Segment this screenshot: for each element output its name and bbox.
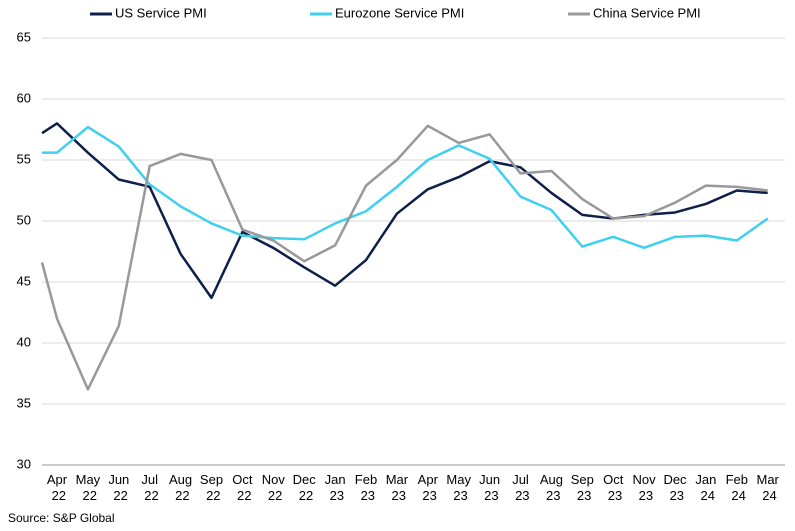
series-line (40, 124, 768, 391)
x-tick-label: Nov 23 (633, 472, 657, 503)
x-tick-label: Aug 22 (169, 472, 192, 503)
x-tick-label: Apr 23 (418, 472, 439, 503)
x-tick-label: Feb 24 (726, 472, 748, 503)
x-tick-label: Sep 23 (571, 472, 594, 503)
y-tick-label: 35 (17, 395, 31, 410)
series-line (42, 125, 769, 250)
x-tick-label: Oct 22 (232, 472, 253, 503)
x-tick-label: Sep 22 (200, 472, 223, 503)
x-tick-label: Feb 23 (355, 472, 377, 503)
x-tick-label: Jul 22 (141, 472, 159, 503)
y-tick-label: 30 (17, 456, 31, 471)
x-tick-label: Jan 24 (695, 472, 716, 503)
x-tick-label: Nov 22 (262, 472, 286, 503)
source-note: Source: S&P Global (8, 511, 115, 525)
y-tick-label: 40 (17, 334, 31, 349)
x-tick-label: May 22 (76, 472, 101, 503)
x-tick-label: Dec 23 (663, 472, 687, 503)
legend-label: US Service PMI (115, 5, 207, 20)
legend-label: China Service PMI (593, 5, 701, 20)
x-tick-label: Jun 22 (108, 472, 129, 503)
x-tick-label: Apr 22 (47, 472, 68, 503)
x-tick-label: Dec 22 (293, 472, 317, 503)
y-tick-label: 45 (17, 273, 31, 288)
x-tick-label: Jan 23 (325, 472, 346, 503)
y-tick-label: 65 (17, 29, 31, 44)
x-tick-label: Jul 23 (511, 472, 529, 503)
x-tick-label: Aug 23 (540, 472, 563, 503)
x-tick-label: Jun 23 (479, 472, 500, 503)
y-tick-label: 60 (17, 90, 31, 105)
y-tick-label: 50 (17, 212, 31, 227)
y-tick-label: 55 (17, 151, 31, 166)
legend-label: Eurozone Service PMI (335, 5, 464, 20)
x-tick-label: May 23 (446, 472, 471, 503)
x-tick-label: Oct 23 (603, 472, 624, 503)
x-tick-label: Mar 23 (386, 472, 409, 503)
x-tick-label: Mar 24 (757, 472, 780, 503)
